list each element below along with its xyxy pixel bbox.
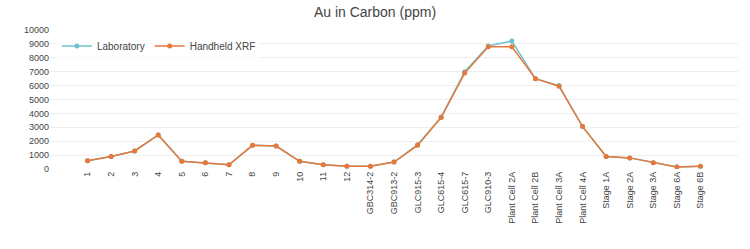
svg-text:GLC615-7: GLC615-7 xyxy=(460,172,470,214)
svg-text:7000: 7000 xyxy=(29,67,49,77)
svg-text:11: 11 xyxy=(318,172,328,181)
svg-text:1: 1 xyxy=(82,172,92,177)
svg-text:Plant Cell 2B: Plant Cell 2B xyxy=(530,172,540,224)
svg-text:10: 10 xyxy=(295,172,305,182)
svg-text:Laboratory: Laboratory xyxy=(97,41,145,52)
svg-text:Plant Cell 3A: Plant Cell 3A xyxy=(554,172,564,224)
svg-text:Plant Cell 4A: Plant Cell 4A xyxy=(578,172,588,224)
svg-text:10000: 10000 xyxy=(24,25,49,35)
svg-text:0: 0 xyxy=(44,164,49,174)
svg-text:GLC615-4: GLC615-4 xyxy=(436,172,446,214)
svg-text:8000: 8000 xyxy=(29,53,49,63)
svg-text:5: 5 xyxy=(177,172,187,177)
svg-text:GLC915-3: GLC915-3 xyxy=(413,172,423,214)
svg-text:7: 7 xyxy=(224,172,234,177)
svg-text:6000: 6000 xyxy=(29,81,49,91)
svg-text:Plant Cell 2A: Plant Cell 2A xyxy=(507,172,517,224)
svg-text:Stage 6A: Stage 6A xyxy=(672,172,682,209)
svg-text:GLC910-3: GLC910-3 xyxy=(483,172,493,214)
svg-text:4000: 4000 xyxy=(29,109,49,119)
svg-text:Stage 2A: Stage 2A xyxy=(625,172,635,209)
svg-text:6: 6 xyxy=(200,172,210,177)
svg-text:Stage 6B: Stage 6B xyxy=(695,172,705,209)
svg-text:Handheld XRF: Handheld XRF xyxy=(190,41,256,52)
svg-text:1000: 1000 xyxy=(29,150,49,160)
svg-text:Au in Carbon (ppm): Au in Carbon (ppm) xyxy=(314,4,436,20)
svg-text:Stage 1A: Stage 1A xyxy=(601,172,611,209)
svg-text:4: 4 xyxy=(153,172,163,177)
svg-text:9000: 9000 xyxy=(29,39,49,49)
svg-text:9: 9 xyxy=(271,172,281,177)
svg-text:Stage 3A: Stage 3A xyxy=(648,172,658,209)
svg-text:2000: 2000 xyxy=(29,136,49,146)
svg-text:3000: 3000 xyxy=(29,122,49,132)
svg-text:2: 2 xyxy=(106,172,116,177)
svg-text:5000: 5000 xyxy=(29,95,49,105)
svg-text:GBC314-2: GBC314-2 xyxy=(365,172,375,215)
svg-text:GBC913-2: GBC913-2 xyxy=(389,172,399,215)
svg-text:3: 3 xyxy=(130,172,140,177)
svg-text:12: 12 xyxy=(342,172,352,182)
svg-text:8: 8 xyxy=(247,172,257,177)
